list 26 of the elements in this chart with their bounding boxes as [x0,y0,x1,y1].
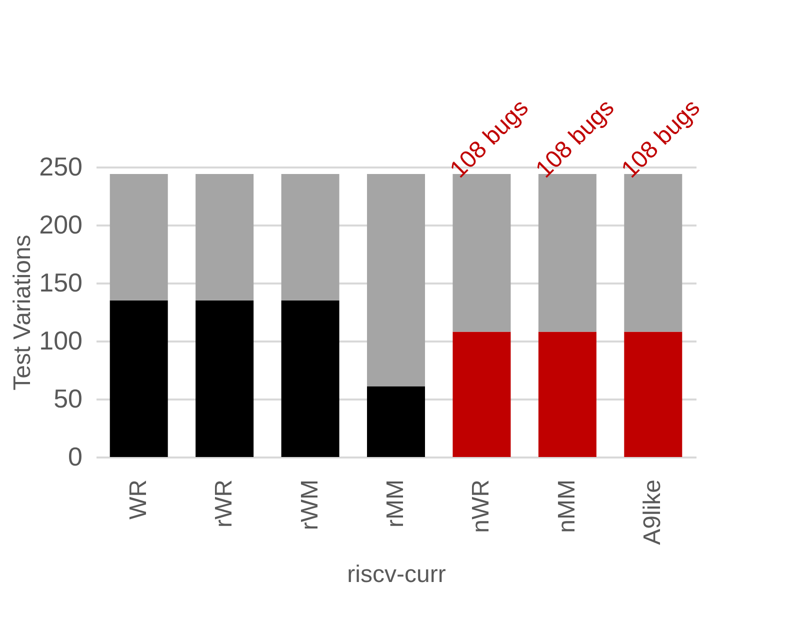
y-tick-label: 50 [54,384,82,414]
y-tick-label: 200 [39,210,82,240]
x-tick-label: nMM [553,480,580,533]
bar [196,300,254,457]
x-tick-label: rMM [382,480,409,528]
bar [281,300,340,457]
x-tick-label: nWR [468,480,495,533]
bar [538,332,596,457]
x-tick-label: A9like [639,480,666,545]
y-tick-label: 100 [39,326,82,356]
bar [110,300,168,457]
bar [367,386,425,457]
bar [110,174,168,300]
bar [367,174,425,386]
bar [624,332,682,457]
y-tick-label: 0 [68,442,82,472]
y-axis-title: Test Variations [9,234,36,390]
bar [196,174,254,300]
y-tick-label: 250 [39,152,82,182]
bar [452,332,511,457]
x-axis-title: riscv-curr [347,560,446,588]
x-tick-label: rWM [296,480,324,530]
bar [281,174,340,300]
x-tick-label: rWR [210,480,238,528]
y-tick-label: 150 [39,268,82,298]
x-tick-label: WR [124,480,152,520]
